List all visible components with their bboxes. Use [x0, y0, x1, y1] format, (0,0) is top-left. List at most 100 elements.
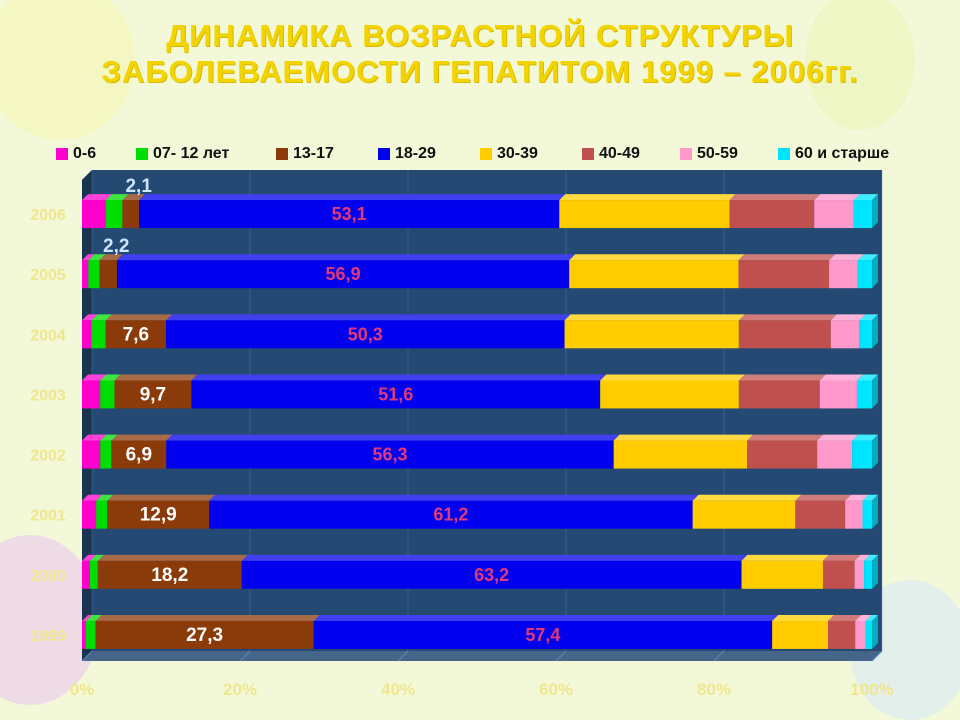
y-category-label: 2006 — [30, 207, 66, 224]
bar-segment — [165, 320, 565, 349]
bar-segment-top — [82, 254, 95, 261]
y-category-label: 2003 — [30, 387, 66, 404]
data-label-18-29: 63,2 — [474, 565, 509, 585]
legend-item: 18-29 — [378, 143, 436, 165]
bar-segment-top — [313, 614, 779, 621]
bar-segment-top — [166, 434, 620, 441]
bar-segment — [729, 200, 815, 229]
bar-segment-side — [872, 434, 878, 469]
bar-segment — [85, 620, 96, 649]
bar-segment-top — [828, 614, 862, 621]
bar-segment — [82, 380, 101, 409]
bar-segment-top — [85, 614, 102, 621]
bar-segment-top — [241, 554, 748, 561]
bar-segment-side — [872, 494, 878, 529]
bar-segment — [82, 200, 106, 229]
bar-segment-top — [854, 554, 871, 561]
x-tick-label: 20% — [223, 680, 257, 699]
bar-segment-top — [116, 254, 576, 261]
bar-segment — [122, 200, 139, 229]
bar-segment-top — [692, 494, 802, 501]
legend-item: 0-6 — [56, 143, 96, 165]
bar-segment — [82, 320, 92, 349]
legend-swatch — [480, 148, 492, 160]
bar-segment — [855, 620, 866, 649]
bar-segment-top — [91, 314, 112, 321]
bar-segment — [100, 380, 115, 409]
bar-segment-top — [82, 374, 107, 381]
bar-segment-top — [819, 374, 863, 381]
legend-label: 0-6 — [73, 145, 97, 162]
bar-segment — [209, 500, 693, 529]
balloon-decoration — [0, 0, 135, 140]
gridline — [713, 650, 725, 662]
bar-segment — [822, 560, 855, 589]
bar-segment — [738, 320, 831, 349]
chart-title: ДИНАМИКА ВОЗРАСТНОЙ СТРУКТУРЫ ЗАБОЛЕВАЕМ… — [0, 18, 960, 90]
bar-segment — [772, 620, 829, 649]
data-label-18-29: 53,1 — [332, 204, 367, 224]
bar-segment-side — [872, 314, 878, 349]
bar-segment — [95, 620, 314, 649]
bar-segment-top — [89, 554, 104, 561]
legend-label: 60 и старше — [795, 145, 890, 162]
bar-segment — [859, 320, 872, 349]
bar-segment — [738, 380, 820, 409]
bar-segment-top — [209, 494, 699, 501]
bar-segment — [738, 260, 830, 289]
bar-segment-side — [872, 554, 878, 589]
bar-segment-top — [772, 614, 835, 621]
balloon-decoration — [805, 0, 915, 130]
bar-segment-top — [96, 494, 114, 501]
bar-segment — [613, 440, 748, 469]
legend-swatch — [680, 148, 692, 160]
bar-segment-top — [855, 614, 872, 621]
bar-segment — [82, 440, 101, 469]
bar-segment-top — [569, 254, 745, 261]
plot-floor — [82, 651, 882, 661]
bar-segment-top — [741, 554, 829, 561]
bar-segment-top — [856, 374, 878, 381]
bar-segment-side — [872, 374, 878, 409]
data-label-13-17: 9,7 — [140, 384, 166, 405]
legend-swatch — [56, 148, 68, 160]
x-tick-label: 0% — [70, 680, 95, 699]
bar-segment — [829, 260, 858, 289]
data-label-13-17: 7,6 — [123, 324, 149, 345]
bar-segment-top — [564, 314, 745, 321]
bar-segment-top — [99, 254, 123, 261]
bar-segment-top — [729, 194, 821, 201]
y-category-label: 2004 — [30, 327, 66, 344]
data-label-13-17: 2,1 — [125, 176, 152, 197]
data-label-13-17: 27,3 — [186, 625, 223, 646]
bar-segment-top — [814, 194, 860, 201]
legend-swatch — [136, 148, 148, 160]
legend-item: 60 и старше — [778, 143, 889, 165]
legend-label: 07- 12 лет — [153, 145, 230, 162]
bar-segment-top — [138, 194, 566, 201]
bar-segment — [564, 320, 739, 349]
data-label-18-29: 57,4 — [525, 625, 560, 645]
chart-title-line-2: ЗАБОЛЕВАЕМОСТИ ГЕПАТИТОМ 1999 – 2006гг. — [101, 54, 859, 89]
x-tick-label: 60% — [539, 680, 573, 699]
bar-segment — [864, 560, 872, 589]
bar-segment — [97, 560, 242, 589]
bar-segment — [100, 440, 112, 469]
bar-segment-top — [738, 254, 836, 261]
bar-segment — [82, 260, 89, 289]
bar-segment — [857, 260, 872, 289]
bar-segment — [105, 320, 166, 349]
bar-segment — [191, 380, 601, 409]
bar-segment-top — [600, 374, 745, 381]
legend-label: 18-29 — [395, 145, 436, 162]
data-label-13-17: 12,9 — [140, 505, 177, 526]
bar-segment — [114, 380, 192, 409]
bar-segment-top — [105, 314, 172, 321]
data-label-18-29: 56,3 — [372, 445, 407, 465]
x-tick-label: 80% — [697, 680, 731, 699]
bar-segment-top — [613, 434, 754, 441]
bar-segment — [747, 440, 818, 469]
bar-segment — [82, 620, 86, 649]
bar-segment — [741, 560, 823, 589]
bar-segment — [116, 260, 570, 289]
